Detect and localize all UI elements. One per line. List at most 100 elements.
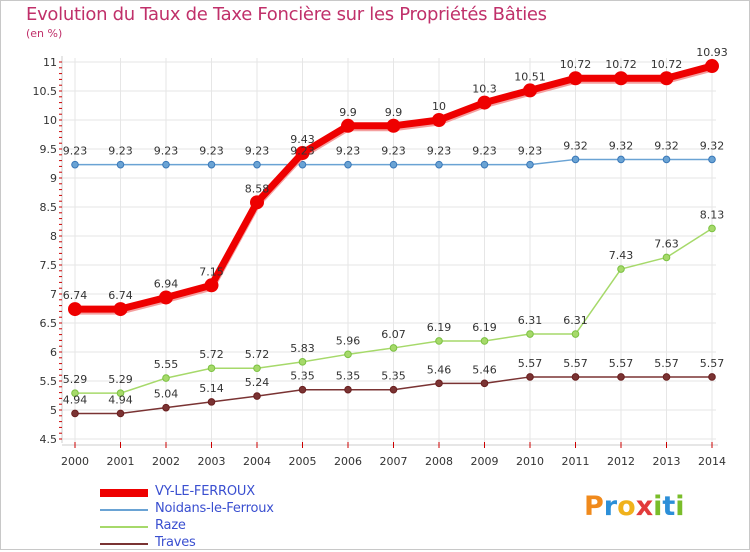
value-label: 7.63 [654,237,679,250]
x-tick-label: 2014 [698,455,726,468]
data-point [72,410,79,417]
legend-swatch-noidans-le-ferroux [100,509,148,511]
value-label: 9.23 [199,145,224,158]
line-chart: 4.555.566.577.588.599.51010.5112000 2001 2… [0,0,750,550]
data-point [527,161,534,168]
data-point [117,161,124,168]
value-label: 5.46 [427,363,452,376]
value-label: 4.94 [108,393,133,406]
legend-swatch-raze [100,526,148,528]
data-point [436,380,443,387]
x-tick-label: 2012 [607,455,635,468]
value-label: 10.72 [651,58,683,71]
y-tick-label: 11 [43,56,57,69]
data-point [618,266,625,273]
logo-letter: P [584,491,604,522]
value-label: 9.9 [385,106,403,119]
data-point [436,161,443,168]
logo-letter: i [653,491,662,522]
value-label: 9.32 [563,139,588,152]
proxiti-logo[interactable]: Proxiti [584,491,685,522]
data-point [205,279,218,292]
data-point [663,156,670,163]
value-label: 6.31 [518,314,543,327]
value-label: 9.23 [245,145,270,158]
data-point [342,119,355,132]
data-point [524,84,537,97]
value-label: 5.57 [563,357,588,370]
data-point [251,196,264,209]
y-tick-label: 4.5 [40,433,58,446]
data-point [709,225,716,232]
data-point [254,393,261,400]
y-tick-label: 9.5 [40,143,58,156]
data-point [615,72,628,85]
value-label: 5.57 [518,357,543,370]
value-label: 5.04 [154,388,179,401]
value-label: 5.35 [290,370,315,383]
data-point [114,303,127,316]
value-label: 9.23 [472,145,497,158]
value-label: 5.29 [63,373,88,386]
value-label: 4.94 [63,393,88,406]
x-tick-label: 2013 [653,455,681,468]
logo-letter: x [636,491,653,522]
data-point [160,291,173,304]
data-point [572,331,579,338]
value-label: 9.32 [700,139,725,152]
data-point [663,374,670,381]
value-label: 9.23 [154,145,179,158]
data-point [163,161,170,168]
x-tick-label: 2002 [152,455,180,468]
y-tick-label: 5 [50,404,57,417]
data-point [299,386,306,393]
legend-label-vy-le-ferroux: VY-LE-FERROUX [155,484,255,499]
value-label: 5.24 [245,376,270,389]
data-point [117,410,124,417]
value-label: 9.23 [381,145,406,158]
value-label: 6.19 [427,321,452,334]
logo-letter: o [617,491,636,522]
value-label: 5.57 [609,357,634,370]
y-tick-label: 7.5 [40,259,58,272]
data-point [481,161,488,168]
legend-swatch-vy-le-ferroux [100,489,148,497]
value-label: 5.57 [654,357,679,370]
value-label: 8.13 [700,208,725,221]
logo-letter: r [604,491,617,522]
data-point [345,351,352,358]
x-tick-label: 2005 [289,455,317,468]
value-label: 10 [432,100,446,113]
value-label: 5.35 [336,370,361,383]
x-tick-label: 2001 [107,455,135,468]
legend-swatch-traves [100,543,148,545]
legend-label-raze: Raze [155,518,186,533]
logo-letter: i [675,491,684,522]
value-label: 6.74 [63,289,88,302]
value-label: 5.35 [381,370,406,383]
data-point [72,161,79,168]
y-tick-label: 10 [43,114,57,127]
value-label: 10.93 [696,46,728,59]
data-point [706,60,719,73]
data-point [527,331,534,338]
x-tick-label: 2007 [380,455,408,468]
x-tick-label: 2006 [334,455,362,468]
value-label: 5.72 [199,348,224,361]
legend-label-noidans-le-ferroux: Noidans-le-Ferroux [155,501,274,516]
value-label: 6.74 [108,289,133,302]
data-point [618,156,625,163]
value-label: 5.72 [245,348,270,361]
logo-letter: t [662,491,675,522]
value-label: 5.14 [199,382,224,395]
data-point [433,114,446,127]
y-tick-label: 6 [50,346,57,359]
data-point [663,254,670,261]
value-label: 10.72 [560,58,592,71]
x-tick-label: 2003 [198,455,226,468]
data-point [254,161,261,168]
y-tick-label: 8 [50,230,57,243]
data-point [572,374,579,381]
y-tick-label: 7 [50,288,57,301]
data-point [390,161,397,168]
